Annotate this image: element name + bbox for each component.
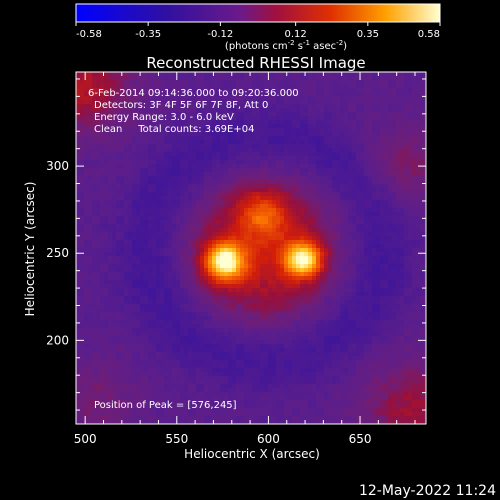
plot-frame <box>75 71 427 425</box>
y-tick-label: 200 <box>46 333 69 347</box>
peak-position-label: Position of Peak = [576,245] <box>94 400 237 411</box>
colorbar-unit-label: (photons cm-2 s-1 asec-2) <box>225 39 347 52</box>
colorbar-tick-label: 0.12 <box>285 29 307 40</box>
heatmap-image <box>76 72 426 424</box>
y-tick-label: 250 <box>46 246 69 260</box>
x-tick-label: 550 <box>165 432 188 446</box>
colorbar-tick-label: -0.35 <box>135 29 161 40</box>
y-axis-label: Heliocentric Y (arcsec) <box>23 182 37 317</box>
x-axis-label: Heliocentric X (arcsec) <box>184 447 320 461</box>
chart-title: Reconstructed RHESSI Image <box>146 54 365 72</box>
colorbar-tick-label: -0.58 <box>76 29 102 40</box>
colorbar-tick-label: 0.58 <box>418 29 440 40</box>
x-tick-label: 650 <box>349 432 372 446</box>
x-axis-ticks: 500 550 600 650 <box>74 72 416 446</box>
annotation-clean: Clean Total counts: 3.69E+04 <box>94 124 254 135</box>
annotation-detectors: Detectors: 3F 4F 5F 6F 7F 8F, Att 0 <box>94 100 268 111</box>
annotation-block: 6-Feb-2014 09:14:36.000 to 09:20:36.000 … <box>88 88 299 135</box>
x-tick-label: 500 <box>74 432 97 446</box>
colorbar-tick-label: -0.12 <box>207 29 233 40</box>
y-tick-label: 300 <box>46 159 69 173</box>
colorbar-tick-label: 0.35 <box>357 29 379 40</box>
annotation-energy: Energy Range: 3.0 - 6.0 keV <box>94 112 234 123</box>
x-tick-label: 600 <box>257 432 280 446</box>
colorbar-ticks: -0.58 -0.35 -0.12 0.12 0.35 0.58 <box>75 22 441 40</box>
y-axis-ticks: 200 250 300 <box>46 78 426 411</box>
annotation-time: 6-Feb-2014 09:14:36.000 to 09:20:36.000 <box>88 88 299 99</box>
timestamp: 12-May-2022 11:24 <box>359 483 496 499</box>
colorbar <box>75 3 441 23</box>
